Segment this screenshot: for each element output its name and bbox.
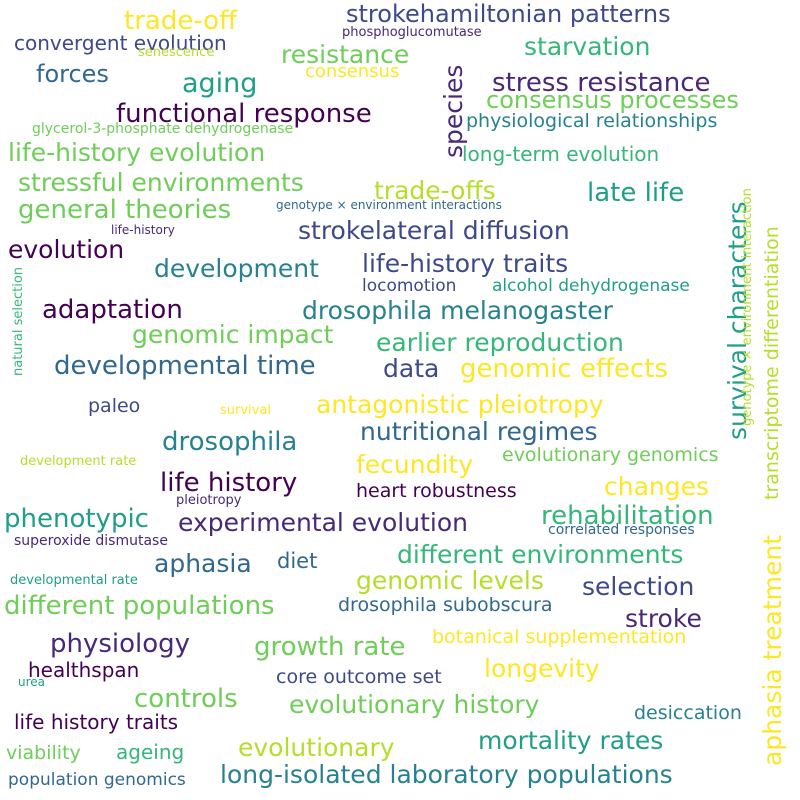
word: paleo (88, 395, 141, 417)
word: stress resistance (492, 68, 711, 98)
word: life-history (111, 223, 175, 237)
word: genomic impact (132, 320, 334, 349)
word: aging (182, 68, 258, 99)
word: drosophila subobscura (338, 594, 553, 616)
word: diet (277, 549, 318, 573)
word: locomotion (362, 276, 457, 296)
word: stroke (625, 604, 702, 633)
word: drosophila (162, 427, 298, 457)
word: selection (582, 572, 695, 601)
word: experimental evolution (178, 508, 468, 537)
word: developmental rate (10, 573, 138, 588)
word: life history (160, 468, 298, 498)
word: forces (36, 60, 109, 88)
word: fecundity (356, 450, 474, 479)
word: genomic effects (460, 354, 668, 384)
word-vertical: species (439, 64, 468, 158)
word: starvation (524, 32, 651, 61)
word: botanical supplementation (432, 626, 687, 648)
word: life-history traits (362, 249, 569, 278)
word: evolutionary genomics (502, 444, 719, 466)
word: long-term evolution (462, 142, 660, 166)
word: pleiotropy (176, 493, 242, 508)
word: strokelateral diffusion (298, 216, 570, 245)
word: earlier reproduction (376, 328, 624, 357)
word: evolution (8, 235, 125, 264)
word: general theories (18, 195, 232, 225)
word: trade-offs (374, 176, 496, 205)
word: correlated responses (548, 522, 695, 538)
word: core outcome set (276, 666, 442, 688)
word-vertical: natural selection (11, 266, 26, 376)
word: evolutionary (238, 733, 395, 762)
word-vertical: transcriptome differentiation (761, 226, 783, 500)
word: long-isolated laboratory populations (220, 760, 673, 789)
word: genomic levels (356, 566, 544, 595)
word: viability (6, 742, 81, 764)
word: growth rate (254, 632, 406, 662)
word: physiological relationships (466, 110, 718, 132)
word: different environments (397, 540, 684, 569)
word: convergent evolution (14, 31, 227, 55)
word: heart robustness (356, 480, 517, 502)
word: data (383, 354, 440, 383)
word: developmental time (54, 351, 316, 381)
word: functional response (116, 99, 372, 129)
word: trade-off (124, 6, 238, 36)
word: stressful environments (18, 168, 304, 197)
word: population genomics (8, 770, 186, 790)
word: changes (604, 472, 710, 501)
word: superoxide dismutase (14, 533, 168, 549)
word: glycerol-3-phosphate dehydrogenase (32, 121, 294, 137)
word: development (154, 254, 319, 283)
word: survival (220, 403, 271, 418)
word: healthspan (28, 658, 140, 682)
word: phenotypic (4, 504, 149, 534)
word: antagonistic pleiotropy (316, 390, 604, 419)
word: senescence (138, 45, 215, 60)
word: consensus processes (486, 86, 739, 114)
word: mortality rates (478, 726, 664, 755)
word-vertical: aphasia treatment (758, 534, 787, 766)
word: urea (18, 675, 46, 689)
word-vertical: genotype × environment interaction (740, 188, 755, 426)
word: consensus (305, 61, 400, 82)
word: drosophila melanogaster (302, 296, 613, 325)
word: rehabilitation (541, 501, 714, 531)
word: nutritional regimes (360, 417, 598, 446)
word: alcohol dehydrogenase (492, 276, 690, 296)
word: aphasia (154, 549, 252, 578)
word: longevity (484, 654, 600, 683)
word: life-history evolution (8, 138, 266, 167)
word: phosphoglucomutase (342, 25, 482, 40)
word: evolutionary history (289, 690, 540, 719)
word: adaptation (42, 295, 183, 325)
word: genotype × environment interactions (276, 198, 502, 212)
word: controls (134, 684, 238, 714)
word: different populations (4, 591, 275, 621)
word: ageing (116, 740, 185, 764)
word: life history traits (14, 710, 179, 734)
word: resistance (281, 40, 410, 69)
word: physiology (50, 629, 191, 659)
word: development rate (20, 454, 137, 469)
word: strokehamiltonian patterns (346, 0, 671, 28)
word: late life (587, 178, 685, 208)
word: desiccation (634, 702, 742, 724)
